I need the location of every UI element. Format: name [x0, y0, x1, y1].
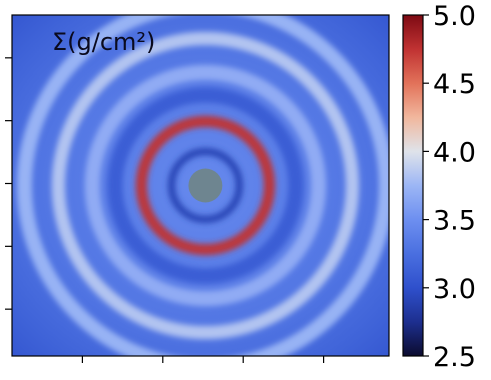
central-hole [188, 168, 223, 203]
colorbar-tick-label-0: 2.5 [433, 342, 476, 373]
heatmap-panel [12, 15, 389, 356]
density-rings [16, 15, 389, 356]
colorbar-tick-label-4: 4.5 [433, 69, 476, 100]
colorbar [402, 14, 424, 357]
colorbar-tick-label-1: 3.0 [433, 274, 476, 305]
colorbar-tick-label-2: 3.5 [433, 206, 476, 237]
density-ring-4 [84, 64, 327, 307]
colorbar-tick-label-3: 4.0 [433, 137, 476, 168]
heatmap-ticks [5, 57, 325, 363]
colorbar-tick-label-5: 5.0 [433, 1, 476, 32]
density-ring-5 [51, 31, 360, 340]
density-ring-2 [135, 115, 276, 256]
density-ring-6 [16, 15, 389, 356]
map-title: Σ(g/cm²) [52, 28, 155, 56]
colorbar-ticks: 2.5 3.0 3.5 4.0 4.5 5.0 [423, 1, 476, 373]
heatmap-frame [11, 14, 390, 357]
density-ring-1 [167, 147, 244, 224]
density-ring-3 [107, 87, 304, 284]
